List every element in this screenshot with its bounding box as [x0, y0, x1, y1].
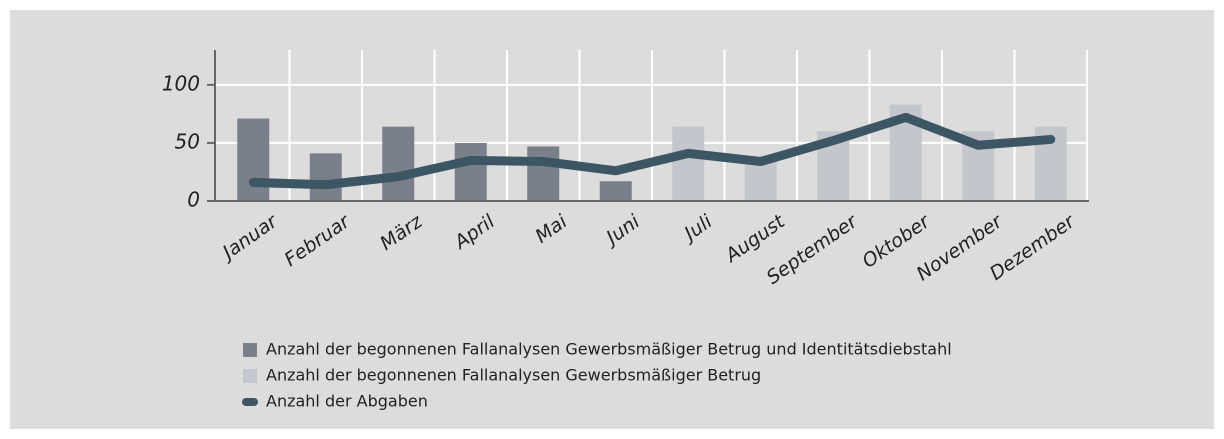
- y-tick-label: 50: [175, 129, 200, 153]
- legend-swatch: [243, 369, 257, 383]
- legend-label: Anzahl der begonnenen Fallanalysen Gewer…: [266, 366, 761, 385]
- y-tick-label: 0: [187, 188, 200, 212]
- bar: [237, 118, 270, 201]
- legend-label: Anzahl der Abgaben: [266, 392, 428, 411]
- bar: [672, 126, 705, 201]
- legend-swatch: [243, 343, 257, 357]
- bar: [382, 126, 415, 201]
- legend-swatch: [242, 398, 258, 406]
- bar: [309, 153, 342, 201]
- bar: [599, 181, 632, 201]
- panel: [10, 10, 1214, 429]
- legend-label: Anzahl der begonnenen Fallanalysen Gewer…: [266, 340, 952, 359]
- line: [248, 112, 1056, 190]
- y-tick-label: 100: [162, 71, 200, 95]
- bar: [527, 146, 560, 201]
- bar: [454, 142, 487, 201]
